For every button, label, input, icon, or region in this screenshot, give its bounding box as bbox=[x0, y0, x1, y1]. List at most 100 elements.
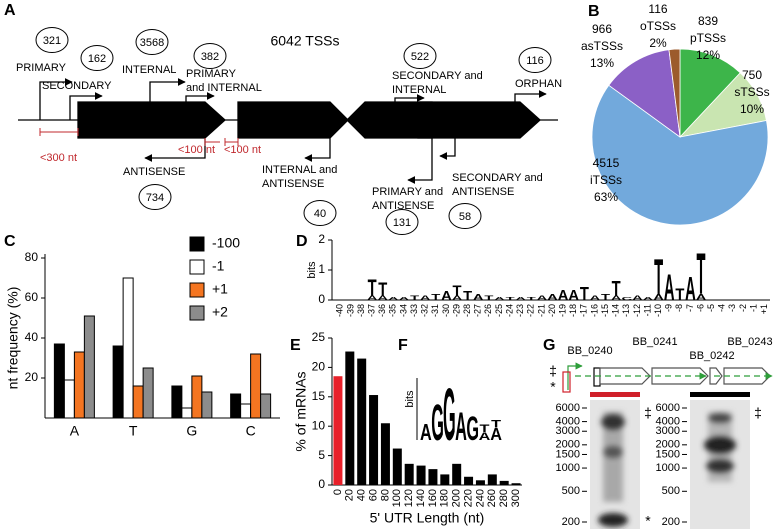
bar bbox=[487, 474, 497, 485]
band bbox=[704, 436, 736, 454]
slice-value: 63% bbox=[594, 190, 618, 204]
bar bbox=[392, 448, 402, 485]
x-tick-label: 180 bbox=[439, 489, 451, 507]
logo-letter: A bbox=[490, 425, 502, 444]
ladder-label: 2000 bbox=[656, 439, 680, 451]
x-tick-label: 220 bbox=[462, 489, 474, 507]
x-tick-label: -29 bbox=[451, 304, 461, 317]
logo-letter: A bbox=[441, 289, 452, 303]
northern-blots bbox=[590, 392, 750, 529]
gene bbox=[77, 101, 226, 139]
tss-class: ANTISENSE bbox=[262, 178, 324, 190]
legend-label: +1 bbox=[212, 281, 228, 297]
x-tick-label: 100 bbox=[391, 489, 403, 507]
y-tick-label: 0 bbox=[318, 477, 325, 491]
x-tick-label: -26 bbox=[483, 304, 493, 317]
ladder-label: 1500 bbox=[556, 448, 580, 460]
slice-value: 2% bbox=[649, 36, 667, 50]
bar bbox=[369, 395, 379, 485]
ladder-label: 200 bbox=[662, 516, 680, 528]
count-circle bbox=[35, 27, 69, 53]
pie-slice bbox=[668, 48, 681, 138]
bar bbox=[83, 315, 95, 419]
x-tick-label: -8 bbox=[674, 304, 684, 312]
x-tick-label: -23 bbox=[515, 304, 525, 317]
x-tick-label: 0 bbox=[332, 489, 344, 495]
count-circle bbox=[135, 29, 169, 55]
logo-letter: T bbox=[410, 295, 419, 302]
bar bbox=[452, 463, 462, 485]
x-tick-label: -16 bbox=[589, 304, 599, 317]
panel-label: F bbox=[398, 337, 408, 354]
x-tick-label: -35 bbox=[388, 304, 398, 317]
x-tick-label: 140 bbox=[415, 489, 427, 507]
logo-letter: A bbox=[590, 295, 601, 302]
ladder-label: 3000 bbox=[556, 425, 580, 437]
highlight-box bbox=[562, 371, 571, 393]
bar bbox=[464, 476, 474, 485]
x-tick-label: -1 bbox=[748, 304, 758, 312]
x-tick-label: 20 bbox=[344, 489, 356, 501]
y-tick-label: 10 bbox=[312, 418, 326, 432]
logo-letter: T bbox=[675, 286, 684, 304]
tss-class: INTERNAL bbox=[392, 84, 446, 96]
logo-letter: A bbox=[420, 420, 432, 445]
bar bbox=[73, 351, 85, 419]
legend-swatch bbox=[189, 305, 205, 321]
band-marker: * bbox=[550, 379, 556, 395]
distance-label: <300 nt bbox=[40, 152, 77, 164]
bar bbox=[416, 465, 426, 485]
tss-class: PRIMARY and bbox=[372, 186, 443, 198]
logo-letter: T bbox=[601, 292, 611, 302]
logo-letter: G bbox=[431, 396, 444, 453]
y-tick-label: 60 bbox=[25, 290, 39, 304]
y-tick-label: 40 bbox=[25, 330, 39, 344]
bar bbox=[112, 345, 124, 419]
x-tick-label: 60 bbox=[367, 489, 379, 501]
tss-count: 321 bbox=[43, 35, 61, 47]
x-tick-label: -31 bbox=[430, 304, 440, 317]
bracket bbox=[39, 128, 79, 136]
x-tick-label: -20 bbox=[547, 304, 557, 317]
tss-class: SECONDARY and bbox=[392, 70, 483, 82]
logo-letter: A bbox=[547, 292, 558, 302]
slice-count: 750 bbox=[742, 68, 762, 82]
y-axis-label: nt frequency (%) bbox=[5, 287, 21, 390]
bar bbox=[511, 483, 521, 485]
slice-label: asTSSs bbox=[581, 39, 623, 53]
tss-class: ANTISENSE bbox=[372, 200, 434, 212]
tss-class: SECONDARY and bbox=[452, 172, 543, 184]
x-tick-label: +1 bbox=[759, 304, 769, 314]
bar bbox=[440, 474, 450, 485]
probe-bar bbox=[690, 392, 750, 397]
x-tick-label: T bbox=[129, 423, 138, 439]
band-marker: * bbox=[645, 513, 651, 529]
tss-count: 131 bbox=[393, 217, 411, 229]
slice-label: pTSSs bbox=[690, 31, 726, 45]
count-circle bbox=[303, 200, 337, 226]
logo-letter: A bbox=[388, 297, 399, 302]
slice-count: 116 bbox=[648, 2, 667, 16]
logo-letter: A bbox=[664, 267, 675, 309]
panel-label: E bbox=[290, 337, 301, 354]
y-axis-label: % of mRNAs bbox=[293, 371, 309, 451]
y-tick-label: 0 bbox=[318, 292, 325, 306]
tss-class: ORPHAN bbox=[515, 78, 562, 90]
slice-label: sTSSs bbox=[734, 85, 769, 99]
panel-label: B bbox=[588, 3, 600, 20]
slice-label: oTSSs bbox=[640, 19, 676, 33]
logo-letter: T bbox=[463, 289, 473, 303]
tss-arrow bbox=[39, 78, 73, 120]
bar bbox=[250, 353, 262, 419]
logo-letter: A bbox=[685, 272, 696, 308]
x-tick-label: -15 bbox=[600, 304, 610, 317]
count-circle bbox=[403, 43, 437, 69]
band-marker: ‡ bbox=[549, 363, 557, 379]
legend-swatch bbox=[189, 282, 205, 298]
logo-letter: A bbox=[377, 295, 388, 302]
x-tick-label: -32 bbox=[420, 304, 430, 317]
tss-class: ANTISENSE bbox=[123, 166, 185, 178]
gene-map bbox=[562, 362, 773, 393]
y-tick-label: 20 bbox=[25, 370, 39, 384]
bar bbox=[404, 463, 414, 485]
